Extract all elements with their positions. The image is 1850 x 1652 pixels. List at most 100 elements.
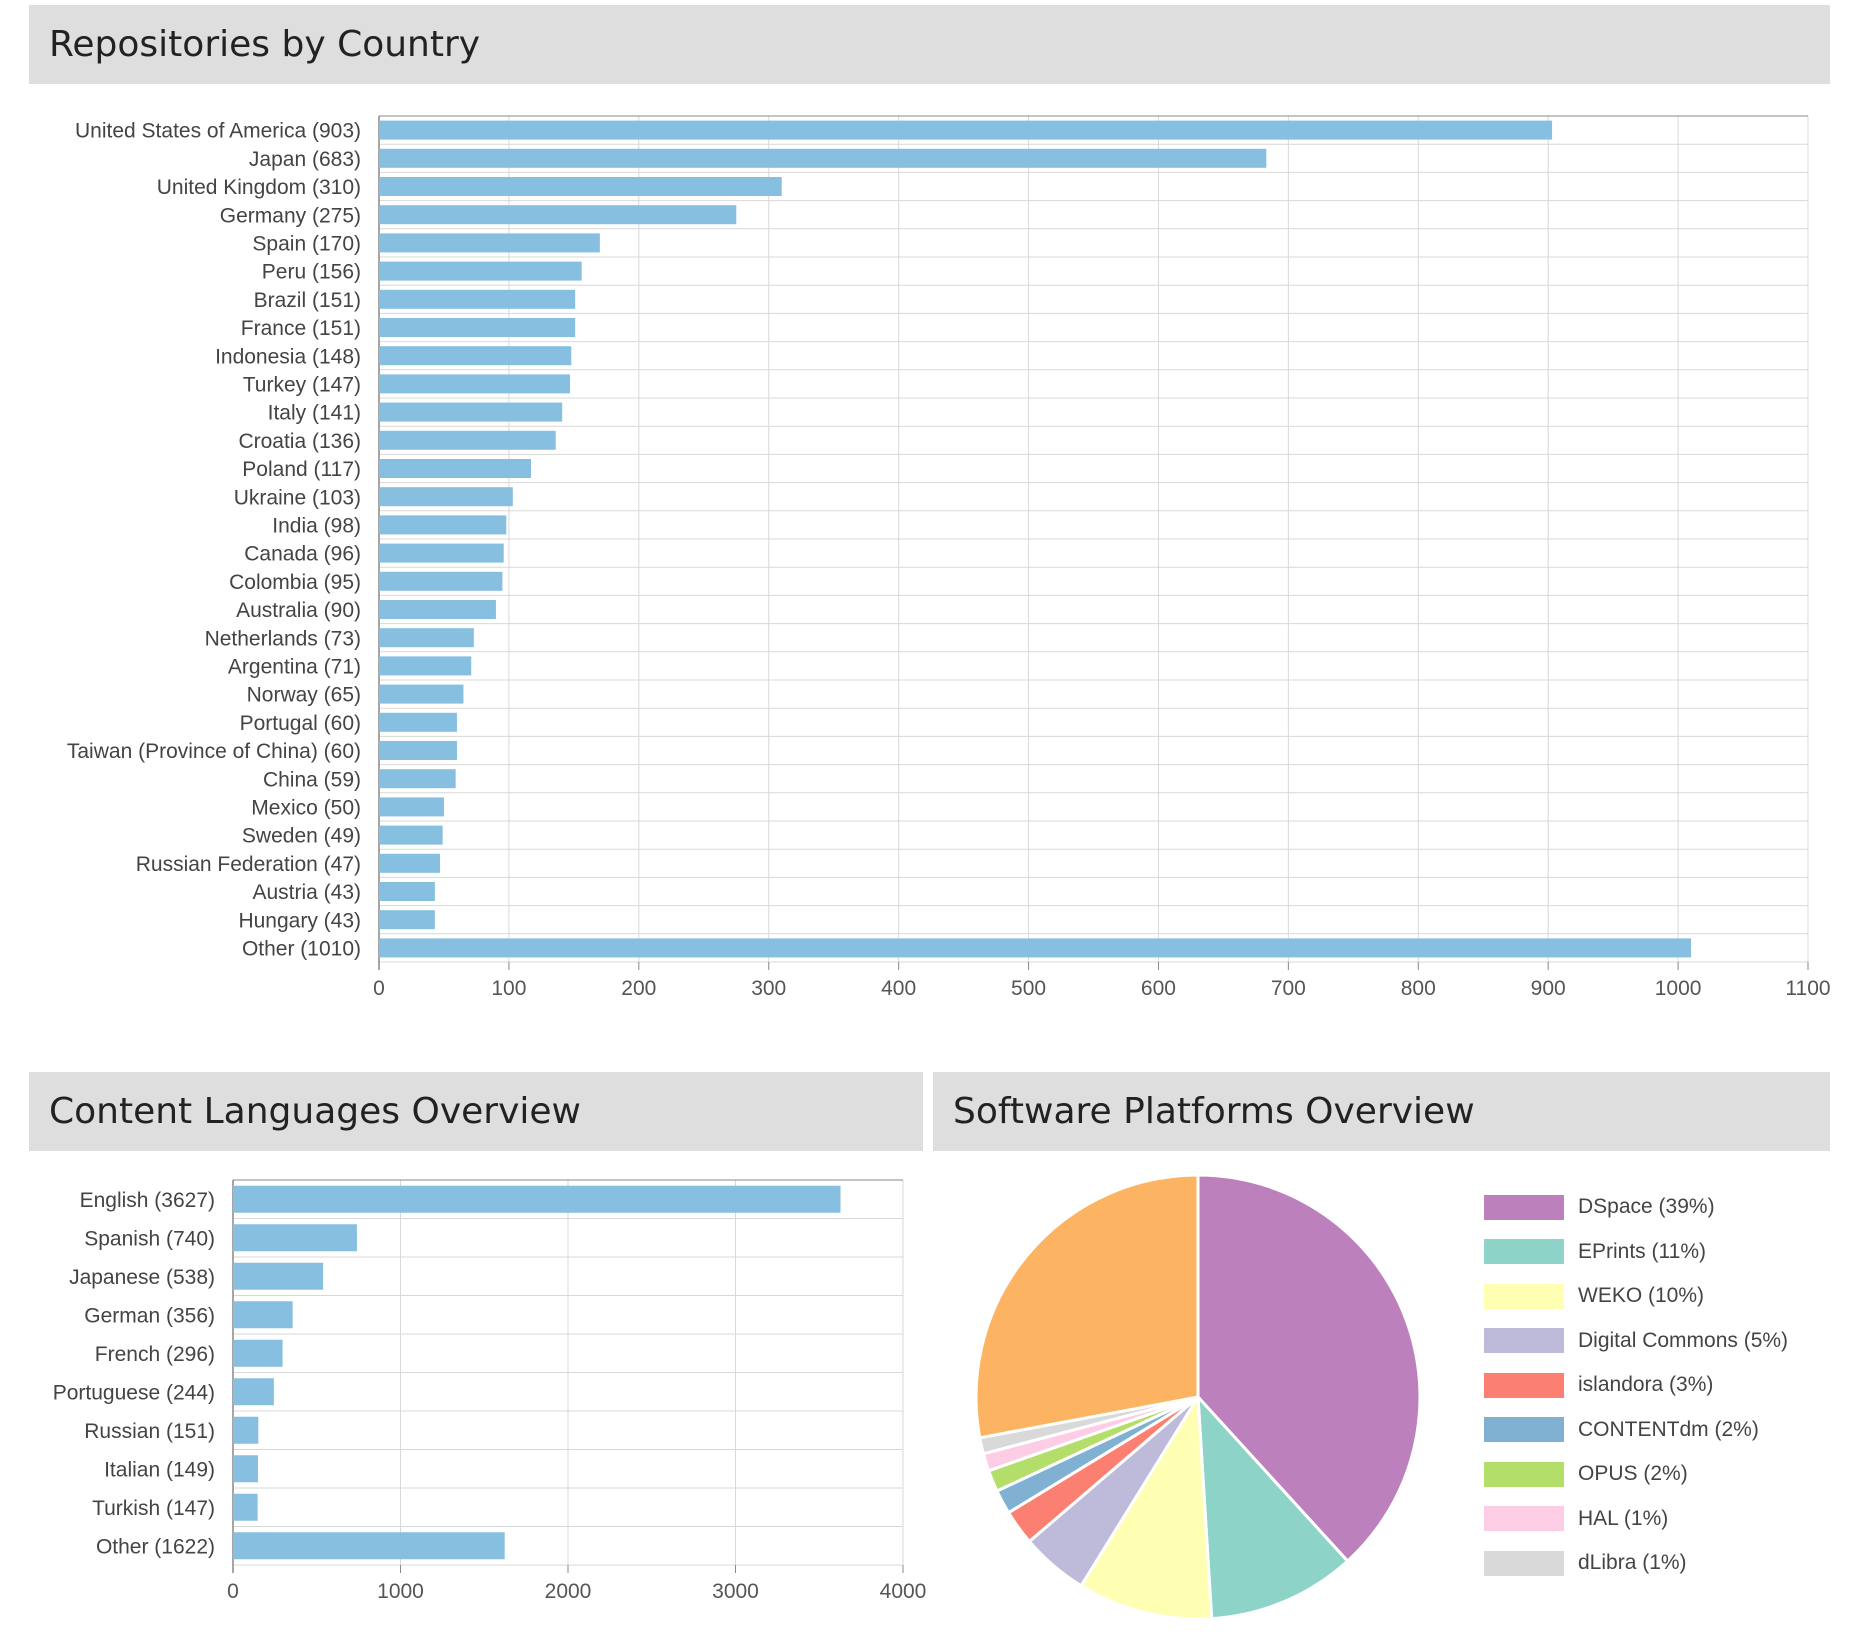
country-x-tick-label: 300 <box>751 977 786 1000</box>
country-x-tick-label: 1100 <box>1785 977 1830 1000</box>
country-bar <box>379 233 600 253</box>
country-category-label: Australia (90) <box>236 599 361 622</box>
country-x-tick-label: 700 <box>1271 977 1306 1000</box>
country-bar <box>379 741 457 760</box>
language-category-label: Portuguese (244) <box>53 1381 215 1404</box>
country-bar <box>379 656 472 676</box>
country-category-label: United States of America (903) <box>75 120 361 143</box>
country-bar <box>379 882 435 901</box>
country-category-label: Italy (141) <box>268 402 361 425</box>
country-category-label: Portugal (60) <box>240 712 361 735</box>
language-bar <box>233 1416 259 1444</box>
legend-item: islandora (3%) <box>1484 1363 1788 1408</box>
country-bar-chart: 0 100 200 300 400 500 600 700 800 900 1000 1100 Unit… <box>67 115 1831 1000</box>
legend-label: Digital Commons (5%) <box>1578 1328 1789 1352</box>
language-x-tick-label: 1000 <box>377 1580 424 1603</box>
legend-item: DSpace (39%) <box>1484 1185 1788 1230</box>
language-bar <box>233 1532 505 1560</box>
country-bar <box>379 261 582 281</box>
country-category-label: Brazil (151) <box>254 289 361 312</box>
country-x-tick-label: 600 <box>1141 977 1176 1000</box>
country-category-label: Ukraine (103) <box>234 486 361 509</box>
country-bar <box>379 825 443 845</box>
country-bar <box>379 515 507 535</box>
country-category-label: Other (1010) <box>242 937 361 960</box>
legend-label: EPrints (11%) <box>1578 1239 1706 1263</box>
legend-item: EPrints (11%) <box>1484 1230 1788 1275</box>
country-bar <box>379 402 563 422</box>
legend-label: OPUS (2%) <box>1578 1462 1688 1486</box>
language-bar <box>233 1301 293 1329</box>
country-category-label: Japan (683) <box>249 148 361 171</box>
language-bar <box>233 1262 324 1290</box>
language-bar <box>233 1493 258 1521</box>
country-bar <box>379 853 441 873</box>
language-category-label: Other (1622) <box>96 1535 215 1558</box>
country-bar <box>379 459 531 478</box>
language-bar <box>233 1378 274 1406</box>
legend-swatch <box>1484 1328 1564 1354</box>
country-category-label: Turkey (147) <box>243 373 361 396</box>
language-x-tick-label: 2000 <box>545 1580 592 1603</box>
country-bar <box>379 797 444 817</box>
country-category-label: Austria (43) <box>252 881 361 904</box>
country-x-tick-label: 100 <box>491 977 526 1000</box>
country-panel-title: Repositories by Country <box>29 5 1830 84</box>
country-category-label: China (59) <box>263 768 361 791</box>
legend-swatch <box>1484 1283 1564 1309</box>
language-category-label: Turkish (147) <box>92 1497 215 1520</box>
language-x-tick-label: 3000 <box>712 1580 759 1603</box>
country-bar <box>379 684 464 704</box>
country-category-label: Poland (117) <box>242 458 361 481</box>
legend-swatch <box>1484 1194 1564 1220</box>
country-category-label: Russian Federation (47) <box>136 853 361 876</box>
country-category-label: Croatia (136) <box>238 430 361 453</box>
country-x-tick-label: 800 <box>1401 977 1436 1000</box>
country-x-tick-label: 400 <box>881 977 916 1000</box>
country-bar <box>379 289 576 309</box>
country-bar <box>379 769 456 789</box>
country-bar <box>379 487 513 507</box>
country-category-label: Argentina (71) <box>228 655 361 678</box>
legend-swatch <box>1484 1239 1564 1265</box>
country-bar <box>379 628 474 648</box>
language-bar <box>233 1185 841 1213</box>
software-panel-title-text: Software Platforms Overview <box>953 1091 1475 1132</box>
pie-slice <box>1196 1392 1350 1621</box>
language-category-label: Italian (149) <box>104 1458 215 1481</box>
country-x-tick-label: 500 <box>1011 977 1046 1000</box>
country-category-label: Canada (96) <box>244 543 361 566</box>
legend-item: CONTENTdm (2%) <box>1484 1408 1788 1453</box>
software-pie-chart <box>974 1173 1422 1621</box>
language-x-tick-label: 0 <box>227 1580 239 1603</box>
country-category-label: Indonesia (148) <box>215 345 361 368</box>
legend-label: islandora (3%) <box>1578 1373 1714 1397</box>
country-category-label: Colombia (95) <box>229 571 361 594</box>
country-bar <box>379 543 504 563</box>
country-category-label: Taiwan (Province of China) (60) <box>67 740 361 763</box>
legend-swatch <box>1484 1506 1564 1532</box>
country-category-label: United Kingdom (310) <box>157 176 361 199</box>
legend-label: CONTENTdm (2%) <box>1578 1417 1759 1441</box>
legend-item: dLibra (1%) <box>1484 1541 1788 1586</box>
country-category-label: Sweden (49) <box>242 825 361 848</box>
country-category-label: Norway (65) <box>247 684 361 707</box>
language-category-label: Spanish (740) <box>84 1227 215 1250</box>
pie-slice <box>1196 1173 1422 1564</box>
software-panel-title: Software Platforms Overview <box>933 1072 1830 1151</box>
language-bar-chart: 0 1000 2000 3000 4000 English (3627) Spanish (… <box>53 1179 927 1603</box>
language-panel-title-text: Content Languages Overview <box>49 1091 581 1132</box>
country-bar <box>379 938 1692 958</box>
country-bar <box>379 910 435 930</box>
country-bar <box>379 374 570 394</box>
legend-item: Digital Commons (5%) <box>1484 1319 1788 1364</box>
legend-item: OPUS (2%) <box>1484 1452 1788 1497</box>
country-category-label: Netherlands (73) <box>205 627 361 650</box>
language-category-label: English (3627) <box>80 1189 215 1212</box>
country-category-label: Mexico (50) <box>251 796 361 819</box>
pie-slice <box>1079 1392 1214 1621</box>
country-bar <box>379 712 457 732</box>
language-x-tick-label: 4000 <box>880 1580 927 1603</box>
language-panel-title: Content Languages Overview <box>29 1072 923 1151</box>
country-panel-title-text: Repositories by Country <box>49 24 481 65</box>
